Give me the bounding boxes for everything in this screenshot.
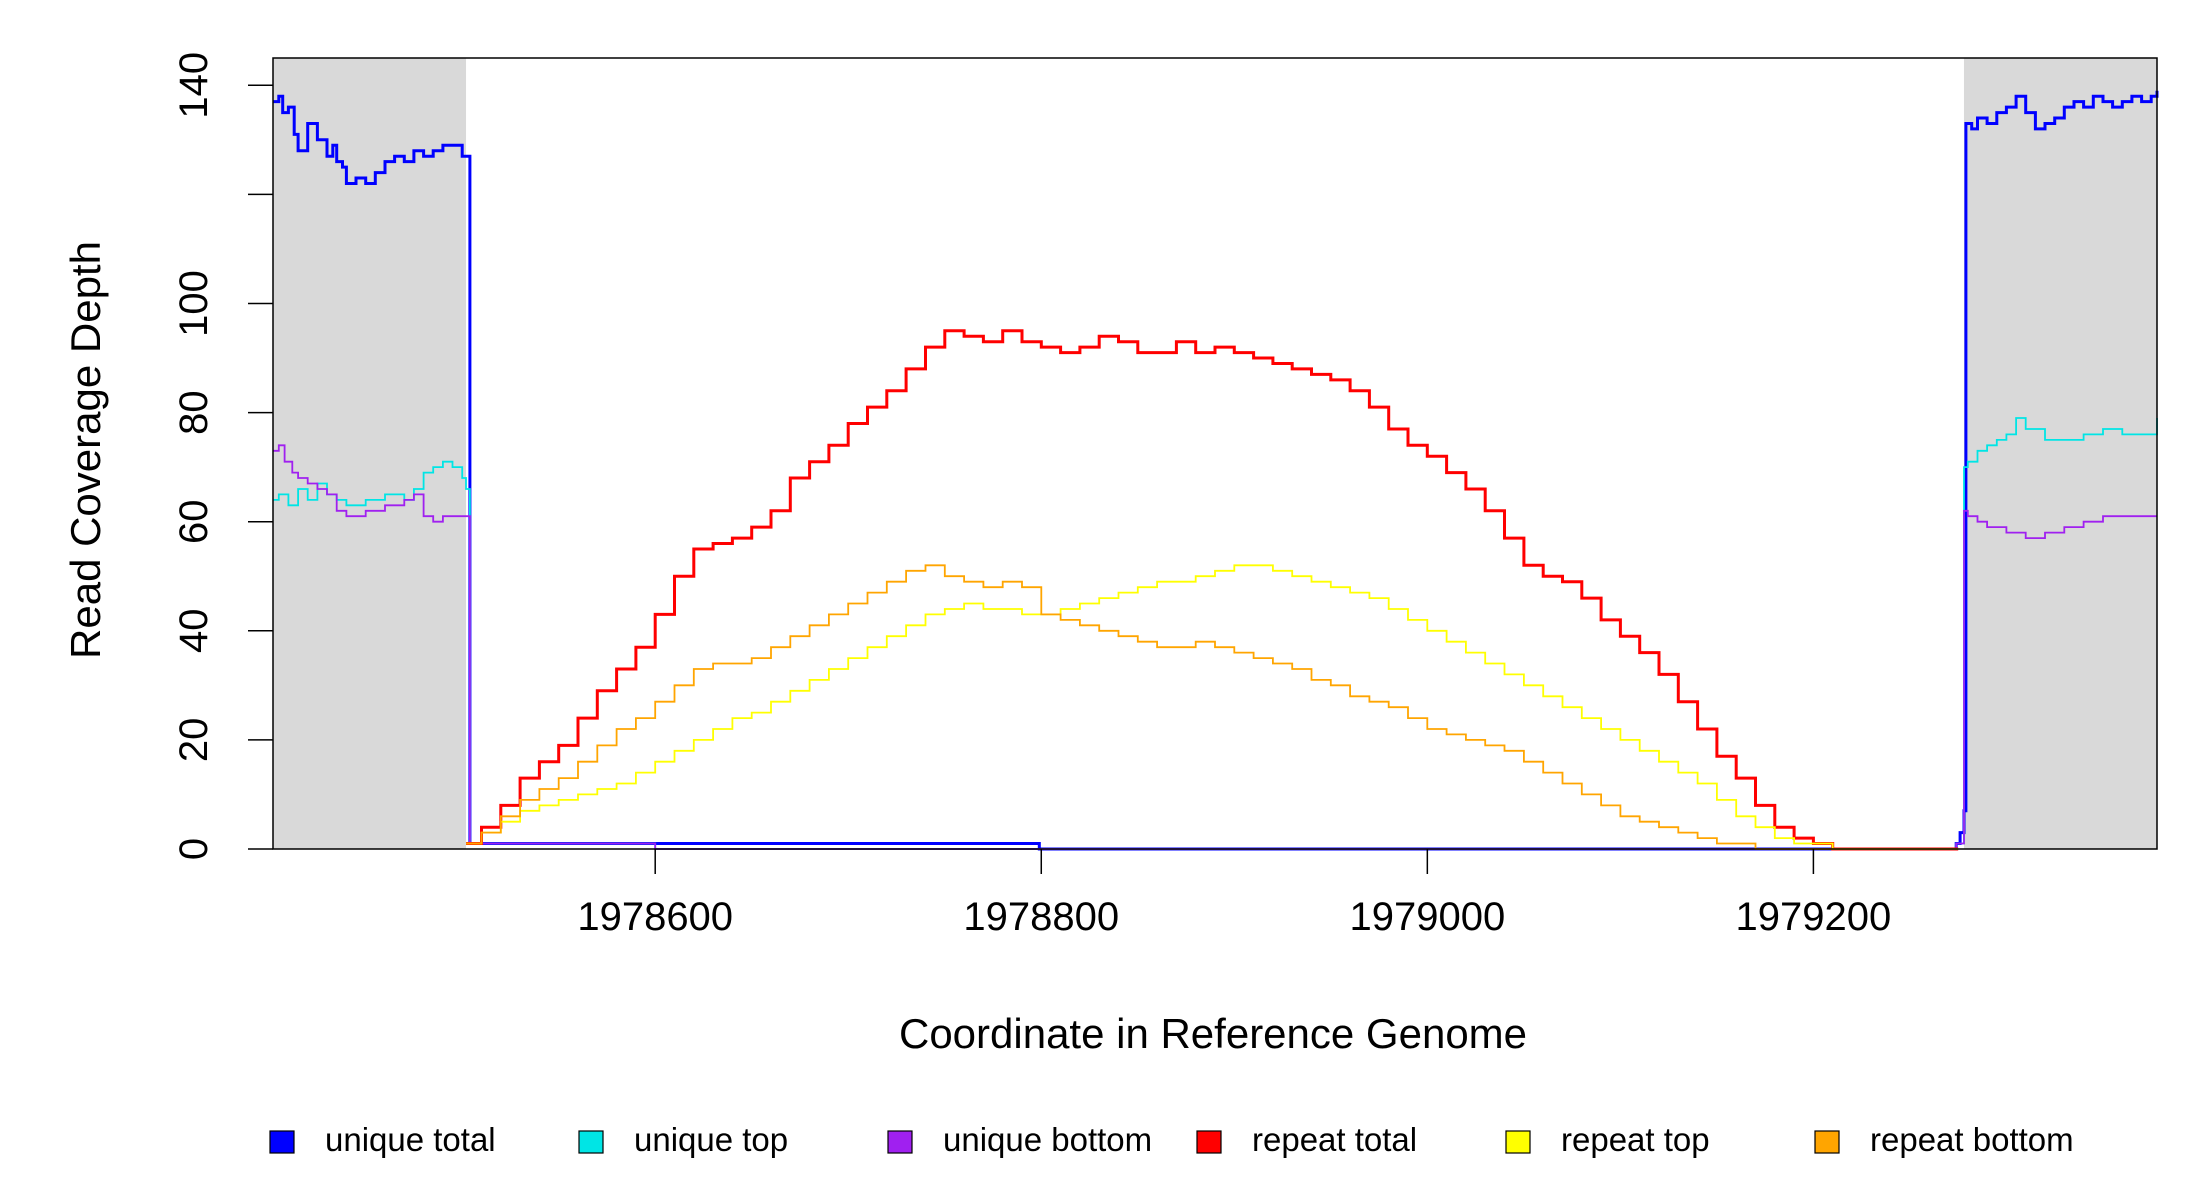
legend-swatch xyxy=(269,1130,295,1154)
y-tick-label: 40 xyxy=(172,609,216,654)
legend: unique total unique top unique bottom repea… xyxy=(269,1121,2074,1158)
legend-swatch xyxy=(1814,1130,1840,1154)
shaded-region-1 xyxy=(273,58,467,849)
y-axis-label: Read Coverage Depth xyxy=(62,241,109,659)
legend-label: repeat total xyxy=(1252,1121,1417,1158)
series-line-repeat-total xyxy=(466,329,1959,851)
x-tick-label: 1979000 xyxy=(1349,895,1505,939)
legend-swatch xyxy=(578,1130,604,1154)
y-tick-label: 0 xyxy=(172,838,216,860)
legend-label: unique top xyxy=(634,1121,788,1158)
x-axis-label: Coordinate in Reference Genome xyxy=(899,1010,1527,1057)
series-line-unique-total xyxy=(273,90,2159,851)
series-line-repeat-bottom xyxy=(466,564,1959,850)
axes: 1978600 1978800 1979000 1979200 0 20 40 60 80 100… xyxy=(172,52,1891,939)
y-tick-label: 60 xyxy=(172,499,216,544)
y-tick-label: 100 xyxy=(172,270,216,337)
legend-label: repeat top xyxy=(1561,1121,1710,1158)
series-lines xyxy=(273,90,2159,851)
series-line-repeat-top xyxy=(466,564,1959,850)
y-tick-label: 80 xyxy=(172,390,216,435)
y-tick-label: 20 xyxy=(172,718,216,763)
series-line-unique-bottom xyxy=(273,444,2157,850)
legend-swatch xyxy=(887,1130,913,1154)
legend-label: unique total xyxy=(325,1121,496,1158)
y-tick-label: 140 xyxy=(172,52,216,119)
x-tick-label: 1979200 xyxy=(1736,895,1892,939)
shaded-regions xyxy=(273,58,2157,849)
legend-label: repeat bottom xyxy=(1870,1121,2074,1158)
plot-frame xyxy=(272,57,2158,850)
shaded-region-2 xyxy=(1963,58,2157,849)
legend-label: unique bottom xyxy=(943,1121,1152,1158)
x-tick-label: 1978600 xyxy=(577,895,733,939)
legend-swatch xyxy=(1505,1130,1531,1154)
legend-swatch xyxy=(1196,1130,1222,1154)
series-line-unique-top xyxy=(273,417,2158,850)
x-tick-label: 1978800 xyxy=(963,895,1119,939)
